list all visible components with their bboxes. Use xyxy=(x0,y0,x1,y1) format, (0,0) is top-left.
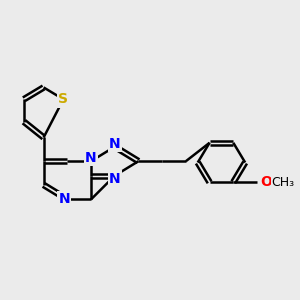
Text: N: N xyxy=(109,136,121,151)
Text: N: N xyxy=(109,172,121,186)
Text: S: S xyxy=(58,92,68,106)
Text: CH₃: CH₃ xyxy=(272,176,295,189)
Text: N: N xyxy=(58,192,70,206)
Text: N: N xyxy=(85,151,97,165)
Text: O: O xyxy=(260,175,272,189)
